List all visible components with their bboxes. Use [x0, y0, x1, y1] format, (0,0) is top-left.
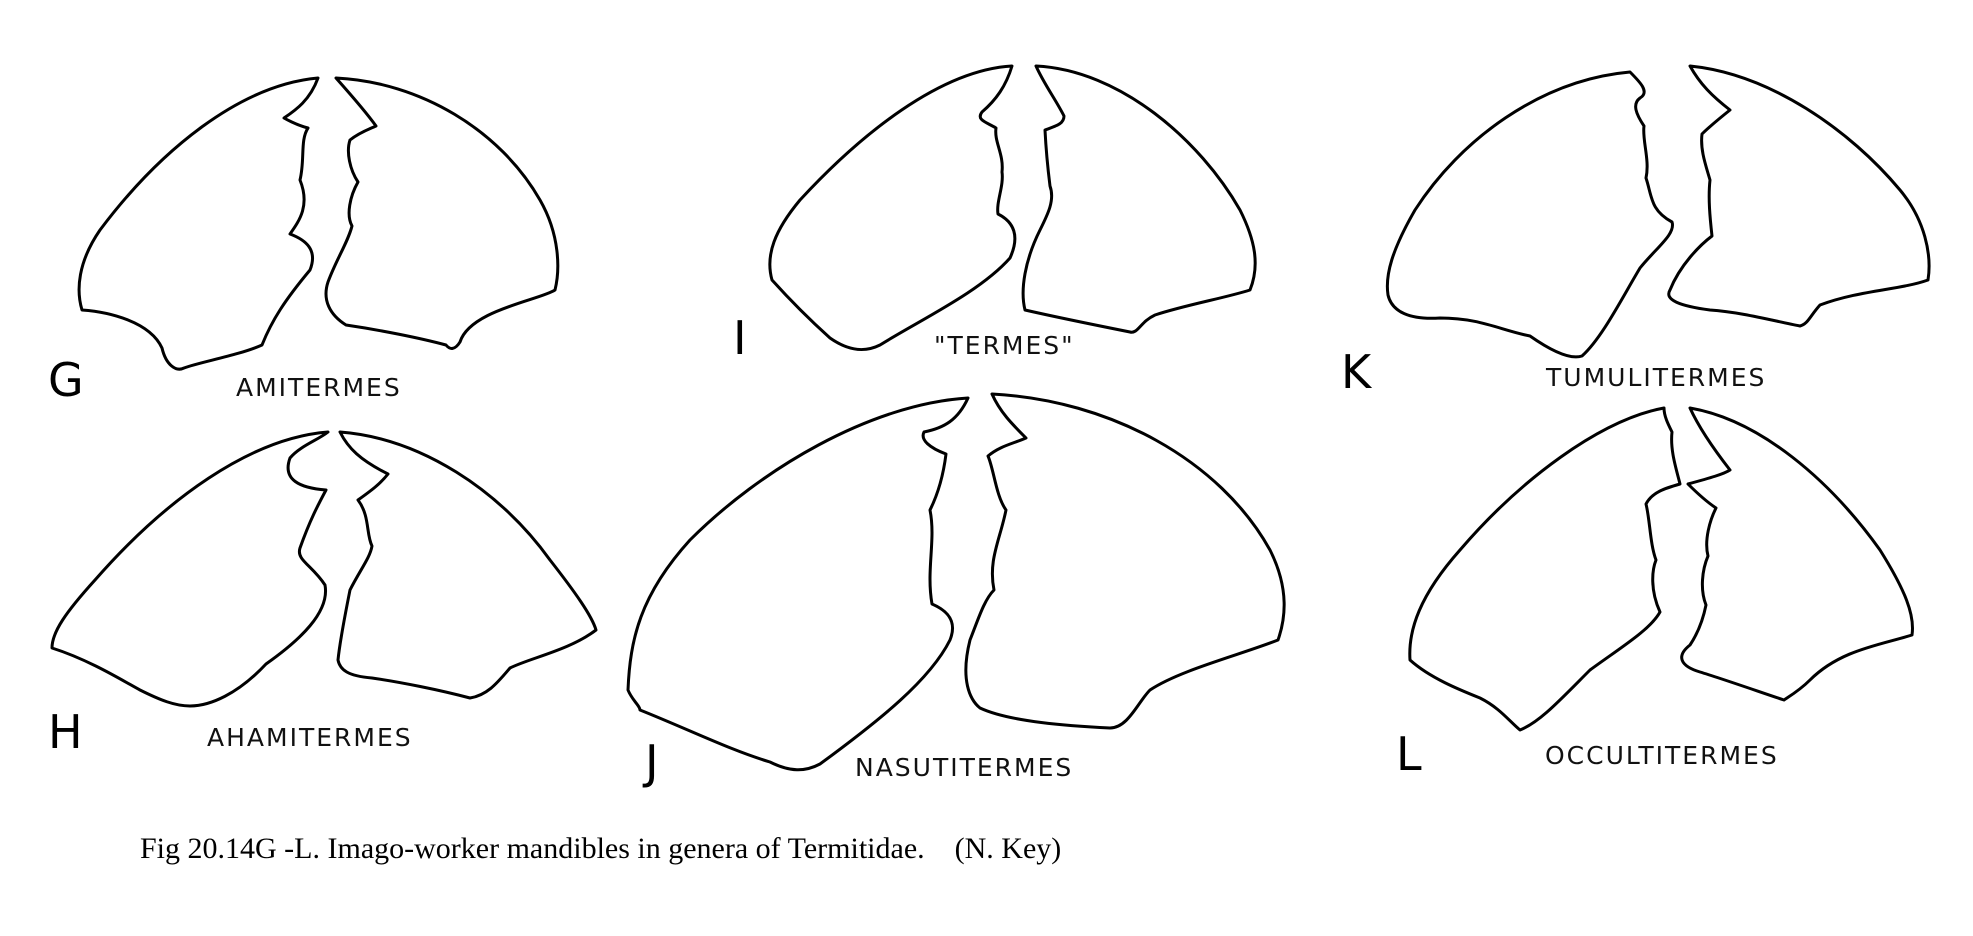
left-mandible	[77, 76, 320, 371]
genus-label: AMITERMES	[236, 373, 402, 402]
panel-l: L OCCULTITERMES	[1396, 406, 1915, 781]
left-mandible	[768, 64, 1017, 352]
figure-caption: Fig 20.14G -L. Imago-worker mandibles in…	[140, 832, 1062, 865]
right-mandible	[1680, 406, 1915, 702]
genus-label: "TERMES"	[934, 331, 1075, 360]
genus-label: AHAMITERMES	[207, 723, 413, 752]
panel-letter: H	[48, 705, 83, 759]
panel-letter: G	[48, 353, 84, 407]
left-mandible	[626, 396, 970, 772]
panel-letter: K	[1341, 345, 1373, 399]
right-mandible	[1021, 64, 1257, 334]
genus-label: OCCULTITERMES	[1545, 741, 1779, 770]
panel-h: H AHAMITERMES	[48, 430, 598, 759]
panel-j: J NASUTITERMES	[626, 392, 1286, 789]
panel-k: K TUMULITERMES	[1341, 64, 1931, 399]
genus-label: NASUTITERMES	[855, 753, 1073, 782]
genus-label: TUMULITERMES	[1545, 363, 1766, 392]
panel-i: I "TERMES"	[733, 64, 1257, 365]
right-mandible	[324, 76, 560, 350]
panel-letter: L	[1396, 727, 1422, 781]
left-mandible	[1408, 406, 1682, 732]
right-mandible	[964, 392, 1286, 730]
right-mandible	[1667, 64, 1931, 328]
left-mandible	[50, 430, 330, 708]
left-mandible	[1385, 70, 1674, 359]
right-mandible	[336, 430, 598, 700]
panel-letter: I	[733, 311, 747, 365]
panel-letter: J	[642, 735, 659, 789]
panel-g: G AMITERMES	[48, 76, 560, 407]
